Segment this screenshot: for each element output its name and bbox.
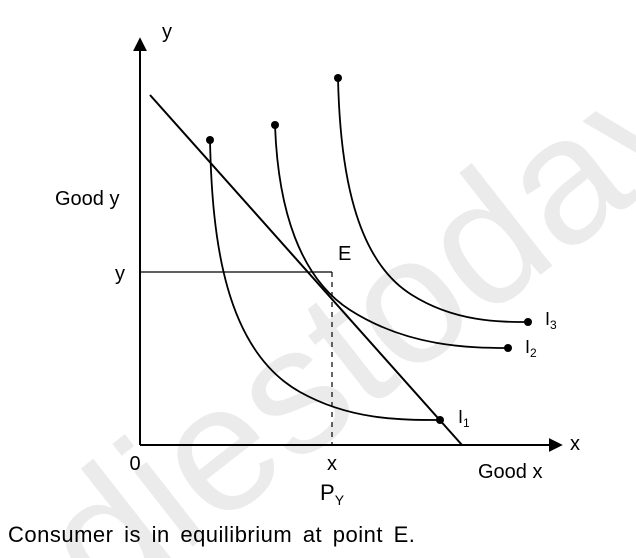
curve-end-dot — [524, 318, 532, 326]
x-tick-label: x — [327, 453, 337, 475]
curve-label-i2: I2 — [525, 337, 537, 360]
curve-label-i3: I3 — [545, 309, 557, 332]
diagram-svg: I1 I2 I3 y x 0 Good y Good x y x E PY — [0, 0, 636, 558]
curve-start-dot — [271, 121, 279, 129]
indifference-curve-i2 — [275, 125, 508, 348]
budget-line — [150, 95, 462, 445]
curve-label-i1: I1 — [458, 407, 470, 430]
equilibrium-label: E — [338, 243, 351, 265]
y-axis-arrow-label: y — [162, 21, 172, 43]
origin-label: 0 — [129, 453, 140, 475]
curve-end-dot — [504, 344, 512, 352]
x-axis-arrow-label: x — [570, 433, 580, 455]
py-label: PY — [320, 480, 345, 508]
y-tick-label: y — [115, 263, 125, 285]
indifference-curve-i1 — [210, 140, 440, 420]
caption-text: Consumer is in equilibrium at point E. — [8, 522, 415, 548]
curve-end-dot — [436, 416, 444, 424]
y-axis-title: Good y — [55, 188, 119, 210]
x-axis-title: Good x — [478, 461, 542, 483]
curve-start-dot — [206, 136, 214, 144]
curve-start-dot — [334, 74, 342, 82]
indifference-curve-i3 — [338, 78, 528, 322]
